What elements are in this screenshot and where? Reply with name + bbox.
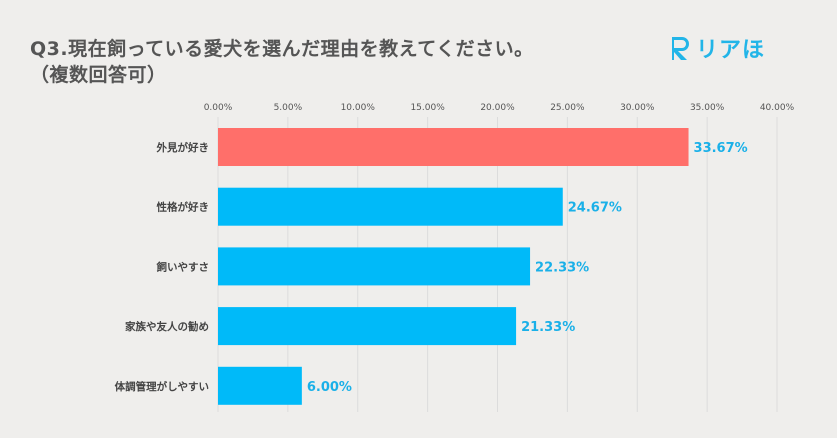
x-tick-label: 5.00% [274, 103, 303, 113]
category-label: 体調管理がしやすい [115, 380, 209, 393]
x-tick-label: 0.00% [204, 103, 233, 113]
logo-text: リアほ [696, 38, 766, 63]
bar [218, 307, 517, 346]
data-label: 21.33% [521, 320, 575, 335]
brand-logo: リアほ [668, 33, 765, 63]
x-tick-label: 15.00% [410, 103, 445, 113]
data-label: 33.67% [694, 141, 748, 156]
x-tick-label: 30.00% [620, 103, 655, 113]
bar [218, 366, 302, 405]
bar [218, 187, 563, 226]
category-label: 性格が好き [157, 201, 210, 214]
x-tick-label: 20.00% [480, 103, 515, 113]
data-label: 22.33% [535, 260, 589, 275]
chart-title-line2: （複数回答可） [30, 64, 167, 86]
x-tick-label: 10.00% [341, 103, 376, 113]
logo-r-icon [672, 37, 689, 60]
chart-title-line1: Q3.現在飼っている愛犬を選んだ理由を教えてください。 [30, 38, 534, 60]
category-label: 飼いやすさ [156, 260, 210, 273]
bar [218, 128, 689, 166]
category-label: 家族や友人の勧め [125, 320, 209, 333]
data-label: 6.00% [307, 380, 352, 395]
data-label: 24.67% [568, 201, 622, 216]
x-tick-label: 35.00% [690, 103, 725, 113]
x-tick-label: 40.00% [760, 103, 795, 113]
category-label: 外見が好き [156, 141, 210, 154]
x-tick-label: 25.00% [550, 103, 585, 113]
bar [218, 247, 531, 286]
